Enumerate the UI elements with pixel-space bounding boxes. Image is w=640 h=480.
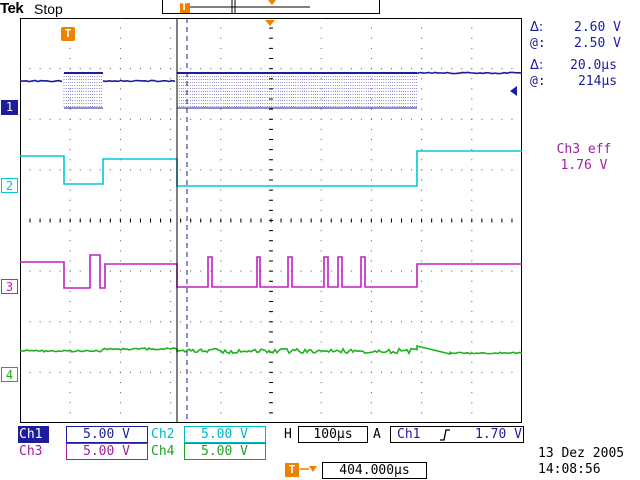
ch1-trace-b [103, 80, 175, 81]
at-t-value: 214µs [578, 74, 617, 89]
trigger-source: Ch1 [397, 427, 420, 442]
delta-v-label: Δ: [530, 20, 543, 35]
time-label: 14:08:56 [538, 462, 601, 477]
cursor-level-arrow-icon [508, 84, 522, 98]
ch4-ground-marker[interactable]: 4 [1, 367, 18, 382]
ch4-label[interactable]: Ch4 [150, 443, 181, 460]
run-state-label: Stop [34, 1, 63, 17]
ch3-scale[interactable]: 5.00 V [66, 443, 148, 460]
timebase-value[interactable]: 100µs [298, 426, 368, 443]
at-v-value: 2.50 V [574, 36, 621, 51]
ch2-label[interactable]: Ch2 [150, 426, 181, 443]
at-t-label: @: [530, 74, 546, 89]
ch3-label[interactable]: Ch3 [18, 443, 49, 460]
delta-v-value: 2.60 V [574, 20, 621, 35]
record-trigger-marker: T [179, 0, 189, 13]
ch2-ground-marker[interactable]: 2 [1, 178, 18, 193]
timebase-label: H [284, 427, 292, 442]
ch1-scale[interactable]: 5.00 V [66, 426, 148, 443]
ch1-trace-c [417, 72, 522, 73]
ch4-scale[interactable]: 5.00 V [184, 443, 266, 460]
trigger-settings[interactable]: Ch1 1.70 V [390, 426, 524, 443]
trigger-level: 1.70 V [475, 427, 522, 442]
ch2-scale[interactable]: 5.00 V [184, 426, 266, 443]
measurement-value: 1.76 V [544, 158, 624, 173]
delta-t-label: Δ: [530, 58, 543, 73]
trigger-position-marker-icon: T [285, 463, 299, 477]
trigger-marker-icon: T [61, 27, 75, 41]
delta-t-value: 20.0µs [570, 58, 617, 73]
measurement-name: Ch3 eff [544, 142, 624, 157]
ch1-trace-a [20, 80, 62, 81]
ch1-ground-marker[interactable]: 1 [1, 100, 18, 115]
trigger-position-icon [260, 14, 280, 28]
graticule [20, 18, 522, 423]
waveform-display[interactable] [20, 18, 522, 423]
ch1-label[interactable]: Ch1 [18, 426, 49, 443]
ch3-ground-marker[interactable]: 3 [1, 279, 18, 294]
rising-edge-icon [439, 429, 451, 441]
trigger-offset-arrow-icon [299, 463, 319, 477]
trigger-position-value[interactable]: 404.000µs [322, 462, 427, 479]
ch2-trace [20, 151, 522, 186]
ch1-burst-b [177, 73, 417, 108]
brand-logo: Tek [0, 0, 23, 17]
cursors[interactable] [177, 18, 187, 423]
ch4-trace [20, 346, 522, 354]
trigger-mode-label: A [373, 427, 381, 442]
at-v-label: @: [530, 36, 546, 51]
date-label: 13 Dez 2005 [538, 446, 624, 461]
